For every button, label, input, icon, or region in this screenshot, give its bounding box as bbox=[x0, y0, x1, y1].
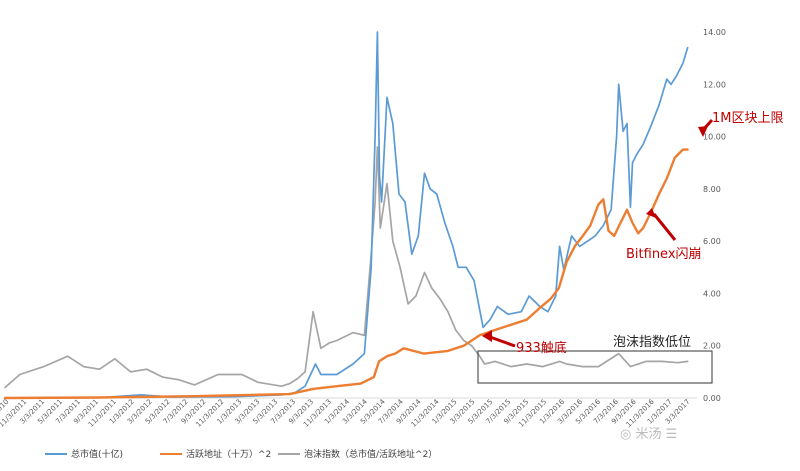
y-tick-label: 4.00 bbox=[703, 289, 721, 298]
series-line-2 bbox=[4, 146, 689, 389]
series-group bbox=[3, 31, 689, 400]
annotation-bitfinex: Bitfinex闪崩 bbox=[626, 247, 702, 262]
y-tick-label: 14.00 bbox=[703, 28, 726, 37]
y-tick-label: 0.00 bbox=[703, 394, 721, 403]
annotation-group: 1M区块上限 Bitfinex闪崩 933触底 泡沫指数低位 ◎ 米汤 ☰ bbox=[477, 111, 784, 442]
y-tick-label: 12.00 bbox=[703, 80, 726, 89]
legend-label: 活跃地址（十万）^2 bbox=[186, 448, 271, 460]
annotation-bubble-low: 泡沫指数低位 bbox=[613, 335, 691, 350]
y-tick-label: 10.00 bbox=[703, 133, 726, 142]
arrow-1m-block-shaft bbox=[701, 118, 714, 132]
y-tick-label: 8.00 bbox=[703, 185, 721, 194]
legend-label: 总市值(十亿) bbox=[71, 448, 123, 460]
arrow-bitfinex-shaft bbox=[652, 213, 677, 241]
watermark: ◎ 米汤 ☰ bbox=[620, 427, 677, 442]
legend-label: 泡沫指数（总市值/活跃地址^2） bbox=[304, 448, 437, 460]
bubble-low-highlight-box bbox=[477, 350, 713, 384]
annotation-933: 933触底 bbox=[516, 340, 567, 356]
series-line-0 bbox=[4, 31, 689, 399]
arrow-933-icon bbox=[482, 330, 492, 342]
annotation-1m-block: 1M区块上限 bbox=[712, 111, 784, 126]
legend: 总市值(十亿) 活跃地址（十万）^2 泡沫指数（总市值/活跃地址^2） bbox=[45, 448, 437, 460]
arrow-933-shaft bbox=[489, 335, 516, 348]
y-tick-label: 2.00 bbox=[703, 342, 721, 351]
y-tick-label: 6.00 bbox=[703, 237, 721, 246]
series-line-1 bbox=[3, 148, 689, 400]
